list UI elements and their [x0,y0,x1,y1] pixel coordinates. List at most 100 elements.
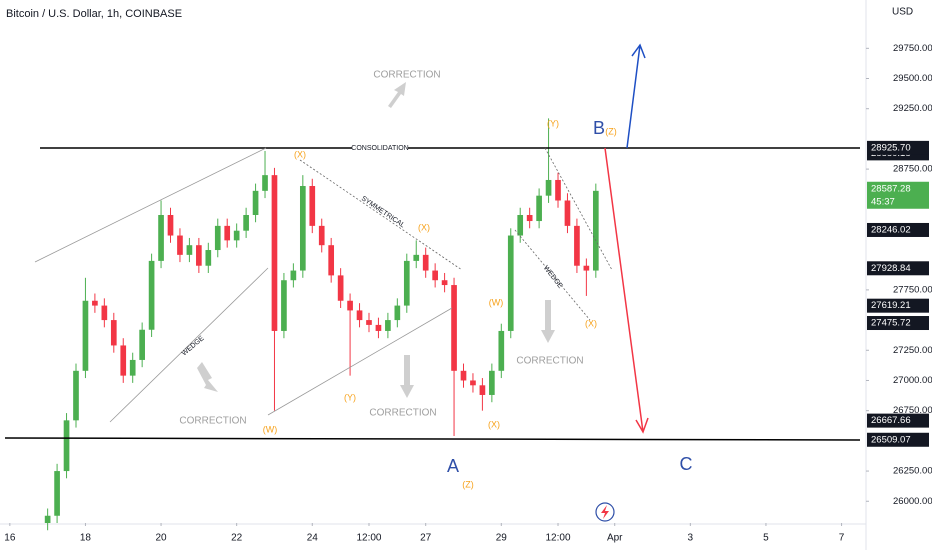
wave-label: (Z) [605,126,617,136]
x-tick-label: 27 [420,533,432,544]
price-label-bg [867,222,929,237]
candle-body [158,214,164,261]
candle-body [394,305,401,321]
lightning-glyph [601,505,609,519]
candle-body [403,260,410,306]
support-line [4,437,861,441]
candle-body [517,214,524,236]
annotation: CONSOLIDATION [351,145,408,152]
candle-body [385,320,391,331]
triangle-line [299,159,463,271]
candle-body [54,471,60,516]
candle-body [252,190,259,215]
candle-body [583,265,590,271]
correction-arrow [388,82,406,108]
candle-body [470,380,476,386]
candle-body [413,254,420,261]
price-label-bg [867,432,929,447]
candle-body [44,515,51,523]
candle-body [299,186,306,271]
candle-body [177,235,183,255]
x-tick-label: 18 [80,533,92,544]
price-label-bg [867,316,929,331]
y-tick-label: 29500.00 [893,73,932,84]
price-label: 27619.21 [871,300,911,311]
candle-body [73,370,79,421]
y-tick-label: 26000.00 [893,496,932,507]
price-label: 26509.07 [871,434,911,445]
candle-body [139,329,145,360]
wedge-line [109,267,269,423]
x-tick-label: Apr [607,533,623,544]
wave-label: (X) [585,318,597,328]
wedge-line [544,147,613,271]
candle-body [422,254,429,271]
candle-body [214,225,221,251]
wave-label: (Z) [462,479,474,489]
countdown: 45:37 [871,196,895,207]
candle-body [479,385,486,395]
x-tick-label: 22 [231,533,243,544]
candle-body [110,320,117,346]
y-tick-label: 28750.00 [893,164,932,175]
candle-body [441,280,448,286]
y-tick-label: 29250.00 [893,103,932,114]
x-tick-label: 29 [496,533,508,544]
candle-body [120,345,127,376]
candles [44,118,599,531]
correction-arrow [400,355,414,398]
candle-body [63,420,70,472]
up-arrow [626,43,646,149]
last-price-label: 28587.28 [871,183,911,194]
candle-body [555,179,561,201]
candle-body [432,270,438,281]
x-tick-label: 12:00 [356,533,381,544]
wedge-line [514,229,591,321]
triangle-line [267,307,453,416]
annotation: CORRECTION [369,408,436,419]
wave-label: (X) [488,419,500,429]
x-tick-label: 3 [688,533,694,544]
wave-label: A [447,456,459,476]
candle-body [592,190,599,271]
wave-label: (X) [294,149,306,159]
y-tick-label: 29750.00 [893,43,932,54]
candle-body [498,330,505,371]
candle-body [82,300,89,371]
candle-body [337,275,344,301]
price-label-bg [867,261,929,276]
candle-body [262,175,268,191]
candle-body [489,370,495,395]
wedge-line [34,147,267,263]
candle-body [167,214,174,236]
wave-label: (W) [263,424,278,434]
candle-body [375,324,382,331]
currency-label: USD [892,7,913,18]
y-tick-label: 27750.00 [893,284,932,295]
drawings [4,43,861,441]
chart-title: Bitcoin / U.S. Dollar, 1h, COINBASE [6,8,182,20]
price-label: 27475.72 [871,318,911,329]
candle-body [281,280,287,331]
y-tick-label: 27000.00 [893,375,932,386]
candle-body [366,320,372,325]
candle-body [186,245,193,255]
annotation: CORRECTION [373,70,440,81]
wave-label: (Y) [344,392,356,402]
candle-body [507,235,514,331]
candle-body [347,300,353,311]
candle-body [224,225,231,241]
candle-body [356,310,363,321]
price-label: 27928.84 [871,263,911,274]
x-tick-label: 24 [307,533,319,544]
y-tick-label: 27250.00 [893,345,932,356]
wave-label: C [680,454,693,474]
candle-body [574,225,580,266]
wave-label: (W) [489,297,504,307]
wave-label: (X) [418,222,430,232]
candle-body [196,245,202,266]
x-tick-label: 20 [155,533,167,544]
y-tick-label: 26750.00 [893,405,932,416]
candle-body [328,245,335,276]
